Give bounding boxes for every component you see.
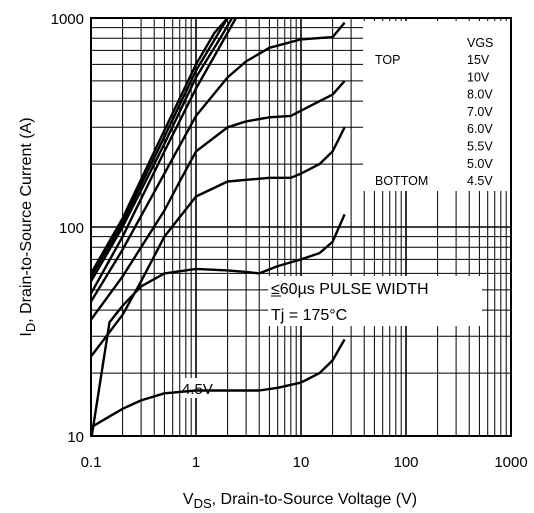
- series-line-6: [91, 80, 346, 321]
- legend-entry: 8.0V: [467, 88, 493, 102]
- y-tick-label: 1000: [51, 11, 84, 28]
- series-group: [91, 18, 346, 436]
- series-line-9: [91, 213, 346, 436]
- series-line-2: [91, 18, 229, 278]
- legend-bottom-label: BOTTOM: [375, 174, 428, 188]
- annotation-temperature: Tj = 175°C: [271, 307, 347, 324]
- curve-label-4-5v: 4.5V: [182, 381, 213, 398]
- y-tick-label: 10: [67, 429, 84, 446]
- series-line-4: [91, 18, 237, 295]
- curve-label-background: [181, 378, 223, 398]
- series-line-1: [91, 18, 229, 274]
- series-line-5: [91, 21, 346, 303]
- x-tick-label: 1000: [494, 454, 527, 471]
- x-tick-label: 1: [192, 454, 200, 471]
- legend-entry: 4.5V: [467, 174, 493, 188]
- annotation-background: [268, 276, 482, 326]
- legend-header: VGS: [467, 36, 493, 50]
- legend-entries: 15V 10V 8.0V 7.0V 6.0V 5.5V 5.0V 4.5V: [467, 53, 493, 188]
- legend-entry: 7.0V: [467, 105, 493, 119]
- annotation-pulse-width: ≤60µs PULSE WIDTH: [271, 281, 429, 298]
- x-tick-label: 100: [393, 454, 418, 471]
- y-tick-label: 100: [59, 220, 84, 237]
- legend-entry: 5.5V: [467, 140, 493, 154]
- x-tick-label: 0.1: [81, 454, 102, 471]
- x-tick-label: 10: [293, 454, 310, 471]
- legend-entry: 5.0V: [467, 157, 493, 171]
- series-line-3: [91, 18, 234, 282]
- legend-entry: 6.0V: [467, 122, 493, 136]
- x-axis-title: VDS, Drain-to-Source Voltage (V): [183, 491, 417, 511]
- legend-top-label: TOP: [375, 53, 400, 67]
- series-line-7: [91, 126, 346, 358]
- tick-labels: 0.1 1 10 100 1000 10 100 1000: [51, 11, 528, 471]
- series-line-8: [91, 338, 346, 429]
- legend-entry: 15V: [467, 53, 490, 67]
- y-axis-title: ID, Drain-to-Source Current (A): [18, 117, 38, 336]
- legend-entry: 10V: [467, 70, 490, 84]
- legend-background: [363, 21, 511, 191]
- plot-frame: [90, 17, 512, 437]
